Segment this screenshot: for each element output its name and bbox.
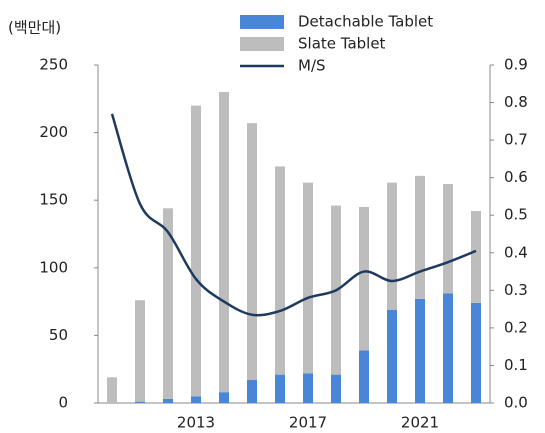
bar: [303, 373, 313, 403]
y-tick-label: 100: [39, 258, 68, 276]
y2-tick-label: 0.8: [504, 93, 528, 111]
bar: [359, 350, 369, 403]
bar: [191, 105, 201, 397]
legend-swatch: [240, 15, 284, 29]
y2-tick-label: 0.9: [504, 56, 528, 74]
bar: [303, 182, 313, 374]
y-axis-label: (백만대): [8, 19, 61, 37]
bar: [219, 392, 229, 403]
line: [110, 113, 477, 317]
bar: [275, 166, 285, 375]
bar: [415, 298, 425, 403]
y-tick-label: 150: [39, 191, 68, 209]
y-tick-label: 200: [39, 123, 68, 141]
bar: [163, 208, 173, 399]
x-tick-label: 2021: [401, 414, 439, 432]
x-tick-label: 2013: [177, 414, 215, 432]
bar: [415, 175, 425, 299]
y2-tick-label: 0.6: [504, 168, 528, 186]
bar: [359, 206, 369, 351]
bar: [135, 300, 145, 402]
bar: [387, 309, 397, 403]
bar: [219, 92, 229, 393]
y-tick-label: 50: [49, 326, 68, 344]
bar: [387, 182, 397, 310]
y-tick-label: 250: [39, 56, 68, 74]
bar: [471, 302, 481, 403]
y2-tick-label: 0.0: [504, 394, 528, 412]
bar: [247, 123, 257, 381]
bar: [135, 401, 145, 403]
bar: [443, 293, 453, 403]
y2-tick-label: 0.3: [504, 281, 528, 299]
bar: [275, 374, 285, 403]
bar: [331, 374, 341, 403]
legend-label: M/S: [298, 57, 326, 75]
legend-label: Slate Tablet: [298, 35, 386, 53]
y2-tick-label: 0.2: [504, 318, 528, 336]
legend-label: Detachable Tablet: [298, 13, 433, 31]
bar: [247, 380, 257, 403]
x-tick-label: 2017: [289, 414, 327, 432]
y2-tick-label: 0.4: [504, 243, 528, 261]
y2-tick-label: 0.1: [504, 356, 528, 374]
bar: [471, 211, 481, 303]
bar: [107, 377, 117, 403]
y2-tick-label: 0.5: [504, 206, 528, 224]
bar: [191, 396, 201, 403]
bar: [163, 398, 173, 403]
y-tick-label: 0: [58, 394, 68, 412]
bar: [443, 183, 453, 294]
legend-swatch: [240, 37, 284, 51]
y2-tick-label: 0.7: [504, 131, 528, 149]
